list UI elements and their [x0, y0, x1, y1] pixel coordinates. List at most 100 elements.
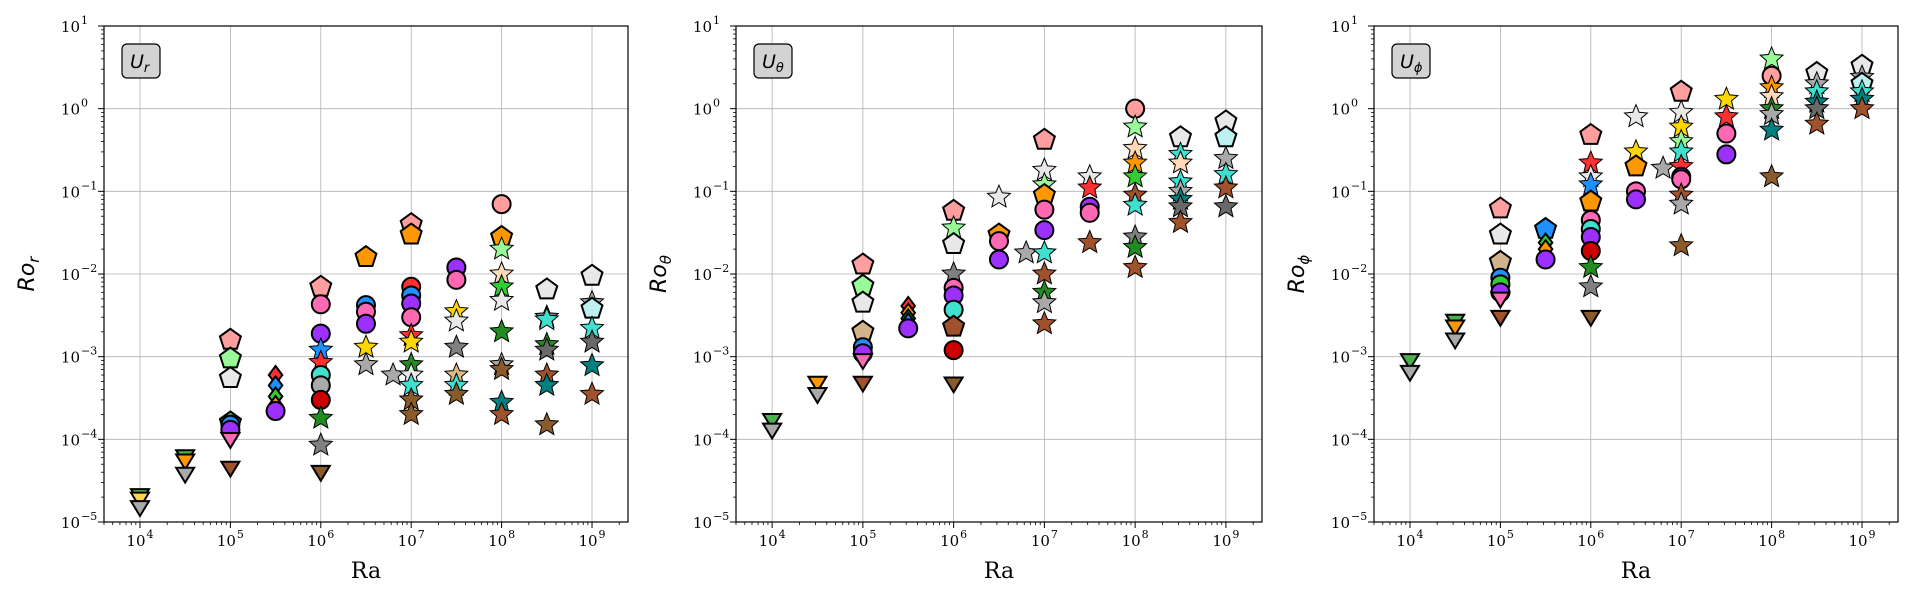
data-point: [1399, 353, 1421, 371]
panel-uphi: 10 4 10 5 10 6 10 7 10 8 10 910 −510 −410 −310 −210 −110…: [1285, 14, 1899, 584]
y-tick-label: 10: [693, 349, 712, 367]
data-point: [1578, 254, 1604, 279]
data-point: [265, 401, 286, 422]
y-tick-exponent: 1: [713, 14, 720, 27]
y-tick-exponent: −3: [1351, 345, 1367, 358]
data-point: [1623, 103, 1649, 128]
y-tick-label: 10: [61, 514, 80, 532]
y-tick-label: 10: [61, 18, 80, 36]
y-tick-exponent: −2: [1351, 262, 1367, 275]
y-tick-exponent: −4: [81, 427, 97, 440]
y-tick-label: 10: [693, 101, 712, 119]
data-point: [852, 375, 874, 394]
panel-label-sub: θ: [776, 61, 784, 76]
panel-label: Uθ: [762, 51, 784, 76]
data-point: [310, 294, 331, 315]
data-point: [1535, 249, 1556, 270]
data-point: [488, 287, 515, 312]
y-tick-exponent: 0: [81, 97, 88, 110]
data-point: [1034, 220, 1055, 241]
x-tick-exponent: 4: [779, 528, 786, 541]
panel-label-main: U: [1400, 51, 1414, 73]
data-point: [1758, 116, 1785, 141]
y-tick-exponent: −1: [713, 179, 729, 192]
x-tick-label: 10: [1212, 532, 1231, 550]
data-point: [988, 231, 1009, 252]
data-point: [1167, 209, 1194, 234]
panel-label-box: [1391, 43, 1431, 79]
data-point: [354, 244, 378, 268]
data-point: [1444, 332, 1466, 351]
x-tick-exponent: 7: [1051, 528, 1058, 541]
x-axis-label: Ra: [351, 559, 381, 584]
data-point: [1079, 202, 1100, 223]
data-point: [488, 235, 515, 260]
data-point: [1167, 149, 1194, 174]
data-point: [398, 401, 424, 426]
panel-label-main: U: [762, 51, 776, 73]
data-point: [851, 252, 875, 275]
x-tick-exponent: 7: [1688, 528, 1695, 541]
y-tick-label: 10: [61, 431, 80, 449]
x-tick-exponent: 9: [1232, 528, 1239, 541]
data-point: [1758, 45, 1785, 70]
data-point: [1077, 174, 1103, 199]
data-point: [1031, 289, 1058, 314]
y-axis-label: Roϕ: [1285, 255, 1313, 294]
x-tick-exponent: 6: [1597, 528, 1604, 541]
x-tick-exponent: 9: [1869, 528, 1876, 541]
data-point: [534, 411, 560, 436]
data-point: [1716, 123, 1737, 144]
y-tick-exponent: 1: [81, 14, 88, 27]
y-axis-label-main: Ro: [647, 264, 672, 293]
y-tick-label: 10: [693, 18, 712, 36]
data-point: [1032, 127, 1057, 150]
panel-label-box: [753, 43, 793, 79]
data-point: [898, 318, 919, 339]
y-tick-exponent: −5: [1351, 510, 1367, 523]
x-tick-label: 10: [578, 532, 597, 550]
data-point: [1031, 310, 1058, 335]
y-tick-exponent: −3: [713, 345, 729, 358]
x-axis-label: Ra: [1621, 559, 1651, 584]
data-point: [443, 333, 470, 359]
panel-utheta: 10 4 10 5 10 6 10 7 10 8 10 910 −510 −410 −310 −210 −110…: [647, 14, 1263, 584]
data-point: [941, 231, 966, 254]
data-point: [1122, 234, 1148, 259]
x-axis-label: Ra: [984, 559, 1014, 584]
data-point: [1488, 222, 1513, 245]
x-tick-label: 10: [1668, 532, 1687, 550]
x-tick-label: 10: [1487, 532, 1506, 550]
data-point: [988, 249, 1009, 270]
x-tick-exponent: 8: [1778, 528, 1785, 541]
y-tick-label: 10: [1331, 514, 1350, 532]
data-point: [219, 460, 242, 479]
y-tick-label: 10: [1331, 349, 1350, 367]
panel-label: Uϕ: [1400, 51, 1423, 76]
data-point: [1579, 122, 1603, 145]
data-point: [1122, 113, 1148, 138]
y-tick-exponent: −5: [81, 510, 97, 523]
x-tick-exponent: 7: [418, 528, 425, 541]
y-tick-exponent: 1: [1351, 14, 1358, 27]
data-point: [1668, 190, 1694, 215]
data-point: [1625, 189, 1646, 210]
x-tick-label: 10: [1848, 532, 1867, 550]
data-point: [1716, 144, 1737, 165]
data-point: [534, 336, 560, 361]
data-point: [1444, 319, 1466, 338]
data-point: [443, 307, 470, 332]
data-point: [399, 222, 423, 245]
data-point: [1804, 110, 1830, 135]
x-tick-exponent: 6: [960, 528, 967, 541]
panel-label-sub: r: [144, 61, 151, 76]
x-tick-label: 10: [126, 532, 145, 550]
x-tick-label: 10: [1031, 532, 1050, 550]
x-tick-label: 10: [1122, 532, 1141, 550]
data-point: [353, 351, 379, 376]
y-tick-label: 10: [1331, 431, 1350, 449]
y-tick-exponent: −4: [713, 427, 729, 440]
data-point: [535, 277, 559, 300]
data-point: [1213, 174, 1239, 199]
y-tick-label: 10: [693, 514, 712, 532]
